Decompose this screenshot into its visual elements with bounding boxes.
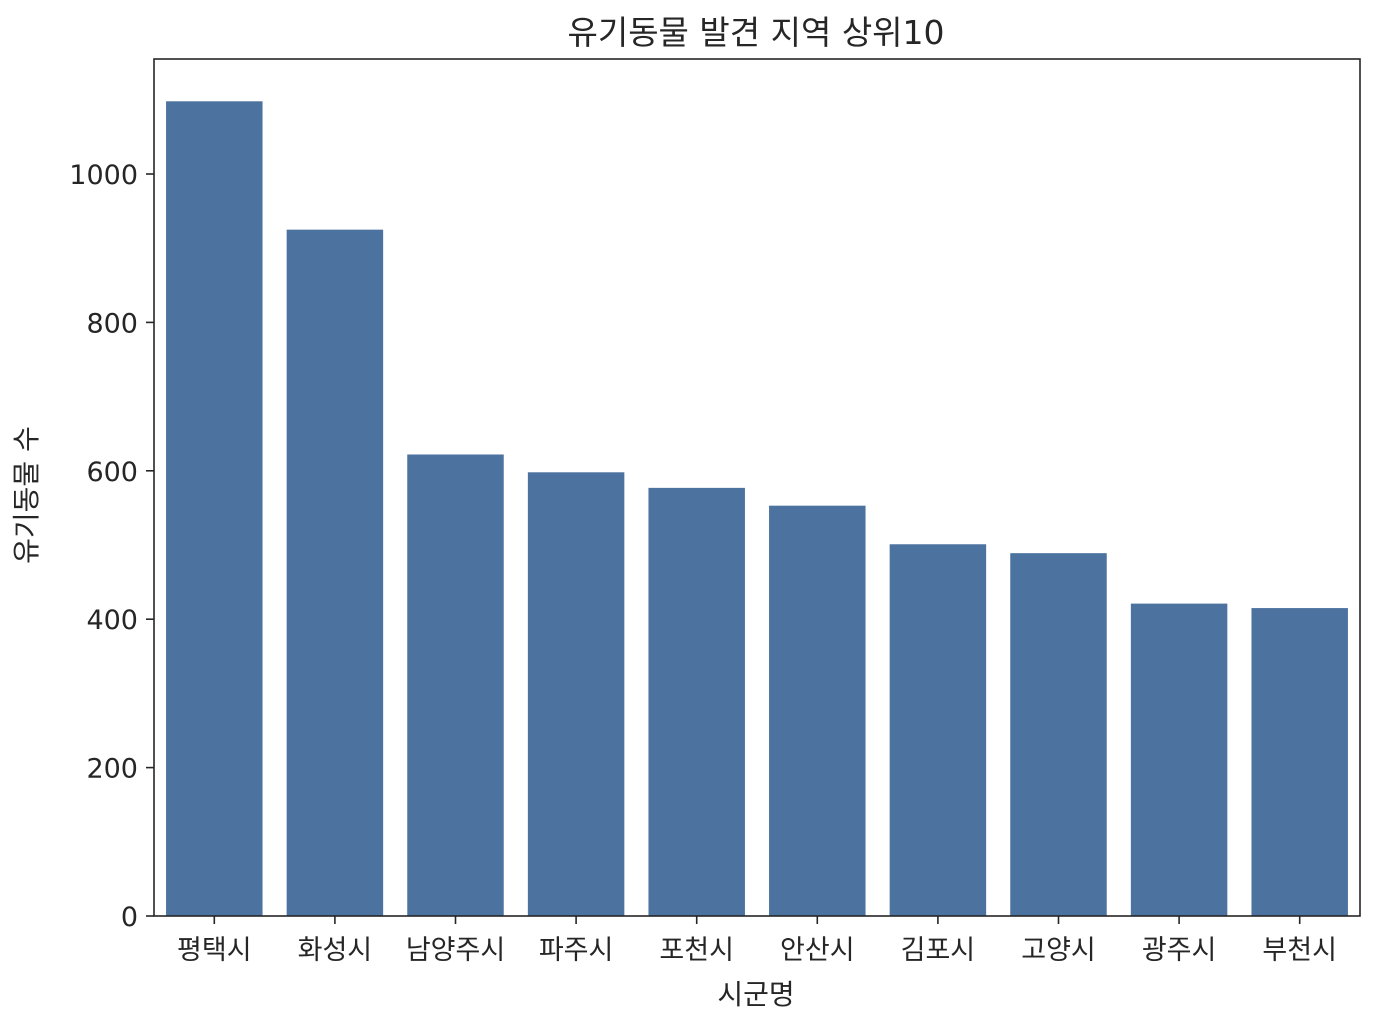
x-tick-label: 안산시	[780, 935, 855, 966]
x-tick-label: 포천시	[659, 935, 734, 966]
y-axis-title: 유기동물 수	[10, 426, 43, 564]
x-tick-label: 남양주시	[406, 935, 505, 966]
y-tick-label: 800	[86, 308, 138, 339]
x-tick-label: 고양시	[1021, 935, 1096, 966]
x-axis: 평택시 화성시 남양주시 파주시 포천시 안산시 김포시 고양시 광주시 부천시	[177, 916, 1337, 966]
bar-8	[1010, 553, 1107, 916]
bar-10	[1251, 608, 1348, 916]
bar-5	[648, 487, 745, 916]
bars-group	[166, 101, 1348, 916]
chart-title: 유기동물 발견 지역 상위10	[567, 13, 944, 52]
x-tick-label: 김포시	[901, 935, 976, 966]
bar-4	[527, 472, 625, 916]
x-tick-label: 부천시	[1262, 935, 1337, 966]
y-tick-label: 200	[86, 754, 138, 785]
plot-area-frame	[153, 58, 1361, 917]
x-tick-label: 파주시	[539, 935, 614, 966]
x-tick-label: 평택시	[177, 935, 252, 966]
x-tick-label: 광주시	[1142, 935, 1217, 966]
y-tick-label: 0	[121, 902, 138, 933]
bar-9	[1130, 603, 1228, 916]
y-tick-label: 400	[86, 605, 138, 636]
bar-2	[286, 229, 384, 916]
bar-7	[889, 544, 987, 916]
bar-6	[769, 505, 866, 916]
y-tick-label: 1000	[69, 160, 138, 191]
bar-1	[166, 101, 263, 916]
y-axis: 0 200 400 600 800 1000	[69, 160, 154, 933]
bar-3	[407, 454, 504, 916]
x-tick-label: 화성시	[298, 935, 373, 966]
y-tick-label: 600	[86, 457, 138, 488]
x-axis-title: 시군명	[717, 978, 794, 1011]
